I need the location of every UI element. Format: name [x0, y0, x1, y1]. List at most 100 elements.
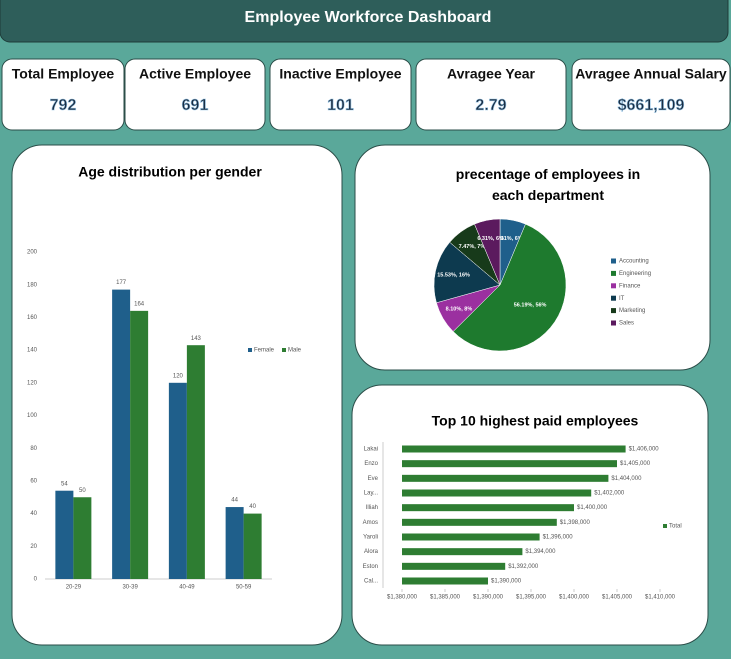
data-label: $1,392,000 [508, 564, 539, 570]
legend-label: Male [288, 348, 302, 354]
y-tick-label: Alora [364, 549, 379, 555]
pie-slice [474, 218, 501, 286]
bar [112, 289, 131, 579]
data-label: $1,405,000 [620, 461, 651, 467]
y-tick-label: 200 [27, 250, 38, 256]
x-tick-label: 40-49 [179, 585, 195, 591]
data-label: $1,398,000 [560, 520, 591, 526]
bar [402, 518, 557, 526]
data-label: $1,402,000 [594, 491, 625, 497]
legend-swatch [282, 348, 286, 352]
bar [402, 504, 574, 512]
legend-swatch [611, 283, 616, 289]
y-tick-label: 120 [27, 380, 38, 386]
data-label: 143 [191, 336, 202, 342]
y-tick-label: Eston [363, 564, 378, 570]
bar [402, 548, 523, 556]
legend-swatch [611, 270, 616, 276]
kpi-card [571, 58, 731, 131]
x-tick-label: $1,410,000 [645, 595, 676, 601]
kpi-value: $661,109 [618, 97, 685, 114]
bar [130, 310, 149, 579]
x-tick-label: $1,405,000 [602, 595, 633, 601]
bar [402, 474, 609, 482]
y-tick-label: Amos [363, 520, 378, 526]
x-tick-label: $1,395,000 [516, 595, 547, 601]
x-tick-label: $1,385,000 [430, 595, 461, 601]
data-label: 40 [249, 504, 256, 510]
kpi-card [269, 58, 412, 131]
data-label: 120 [173, 373, 184, 379]
legend-label: Engineering [619, 271, 651, 277]
data-label: 44 [231, 498, 238, 504]
y-tick-label: Enzo [364, 461, 378, 467]
legend-label: Finance [619, 283, 641, 289]
data-label: $1,390,000 [491, 579, 522, 585]
kpi-card [1, 58, 125, 131]
legend-label: Sales [619, 321, 634, 327]
data-label: 6.31%, 6% [496, 236, 523, 242]
bar [402, 577, 488, 585]
data-label: $1,406,000 [629, 447, 660, 453]
data-label: 164 [134, 301, 145, 307]
legend-swatch [611, 295, 616, 301]
data-label: $1,394,000 [525, 549, 556, 555]
data-label: $1,404,000 [611, 476, 642, 482]
data-label: 50 [79, 488, 86, 494]
pie-slice [452, 223, 567, 352]
kpi-label: Active Employee [139, 66, 251, 82]
header-bar [0, 0, 729, 43]
bar [55, 490, 74, 579]
pie-slice [433, 241, 501, 304]
legend-swatch [663, 524, 667, 528]
bar [73, 497, 92, 579]
kpi-label: Inactive Employee [279, 66, 401, 82]
x-tick-label: 30-39 [122, 585, 138, 591]
kpi-card [124, 58, 266, 131]
bar [402, 445, 626, 453]
chart-title: precentage of employees in each departmen… [456, 166, 640, 203]
kpi-label: Total Employee [12, 66, 115, 82]
y-tick-label: Illiah [366, 505, 378, 511]
bar [243, 513, 262, 579]
kpi-value: 101 [327, 97, 354, 114]
y-tick-label: Lay... [364, 491, 379, 497]
legend-swatch [611, 258, 616, 264]
x-tick-label: 50-59 [236, 585, 252, 591]
bar [402, 489, 592, 497]
y-tick-label: 20 [30, 544, 37, 550]
kpi-value: 2.79 [475, 97, 506, 114]
data-label: 15.53%, 16% [437, 272, 470, 278]
kpi-card [415, 58, 567, 131]
y-tick-label: 80 [30, 446, 37, 452]
bar [186, 345, 205, 579]
legend-label: Accounting [619, 259, 649, 265]
bar [225, 507, 244, 579]
bar [402, 460, 617, 468]
legend-swatch [611, 320, 616, 326]
y-tick-label: 0 [34, 577, 38, 583]
y-tick-label: Cal... [364, 579, 378, 585]
x-tick-label: $1,400,000 [559, 595, 590, 601]
x-tick-label: 20-29 [66, 585, 82, 591]
data-label: 177 [116, 280, 127, 286]
kpi-value: 792 [50, 97, 77, 114]
data-label: $1,400,000 [577, 505, 608, 511]
kpi-value: 691 [182, 97, 209, 114]
data-label: 6.31%, 6% [477, 236, 504, 242]
chart-title: Top 10 highest paid employees [432, 413, 639, 429]
data-label: 7.47%, 7% [459, 244, 486, 250]
y-tick-label: Yaroli [363, 535, 378, 541]
y-tick-label: 140 [27, 348, 38, 354]
y-tick-label: 40 [30, 511, 37, 517]
data-label: 8.10%, 8% [446, 306, 473, 312]
x-tick-label: $1,390,000 [473, 595, 504, 601]
data-label: $1,396,000 [543, 535, 574, 541]
legend-label: Female [254, 348, 275, 354]
kpi-label: Avragee Year [447, 66, 536, 82]
y-tick-label: 100 [27, 413, 38, 419]
header-title: Employee Workforce Dashboard [245, 9, 492, 26]
legend-swatch [611, 308, 616, 314]
